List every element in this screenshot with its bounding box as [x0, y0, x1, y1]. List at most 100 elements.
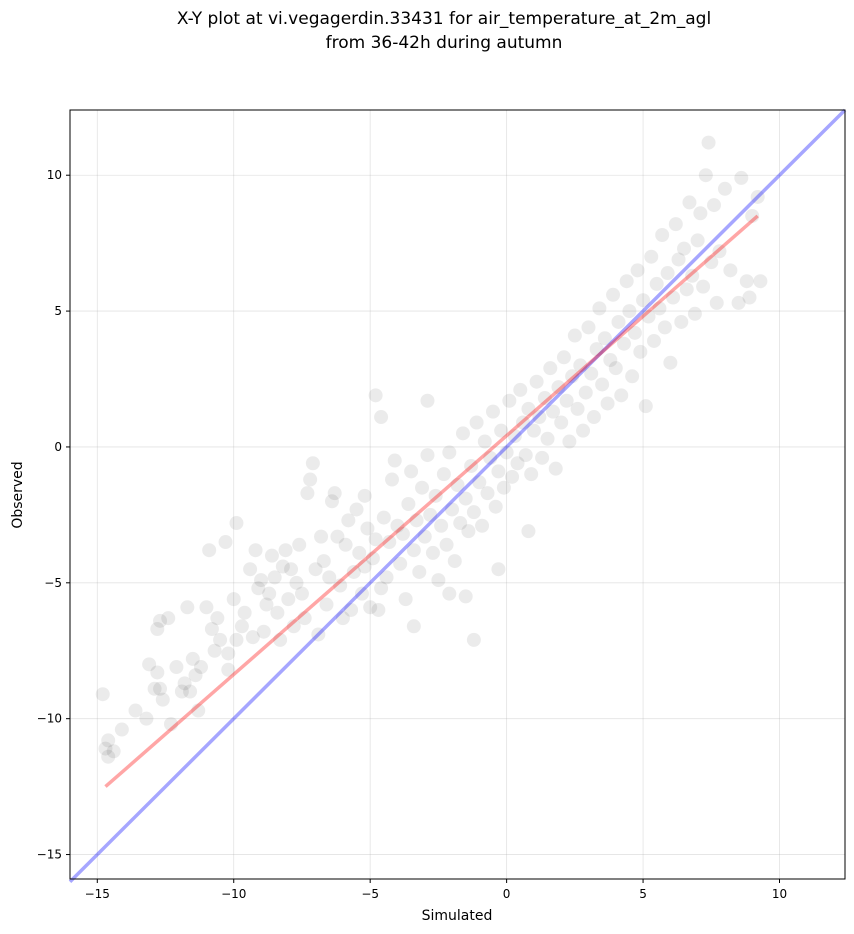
- data-point: [622, 304, 637, 319]
- data-point: [319, 597, 334, 612]
- data-point: [153, 681, 168, 696]
- data-point: [390, 518, 405, 533]
- data-point: [723, 263, 738, 278]
- data-point: [657, 320, 672, 335]
- data-point: [352, 545, 367, 560]
- data-point: [458, 491, 473, 506]
- data-point: [652, 301, 667, 316]
- data-point: [619, 274, 634, 289]
- data-point: [682, 195, 697, 210]
- regression-line: [104, 214, 759, 788]
- x-tick-label: −15: [85, 887, 110, 901]
- data-point: [423, 507, 438, 522]
- data-point: [546, 404, 561, 419]
- data-point: [554, 415, 569, 430]
- data-point: [292, 537, 307, 552]
- data-point: [521, 524, 536, 539]
- data-point: [646, 333, 661, 348]
- data-point: [267, 570, 282, 585]
- data-point: [513, 382, 528, 397]
- data-point: [153, 613, 168, 628]
- x-tick-label: 5: [639, 887, 647, 901]
- data-point: [207, 643, 222, 658]
- data-point: [707, 198, 722, 213]
- data-point: [584, 366, 599, 381]
- x-tick-label: 0: [503, 887, 511, 901]
- data-point: [709, 295, 724, 310]
- x-axis-label: Simulated: [422, 908, 493, 924]
- data-point: [382, 535, 397, 550]
- x-tick-label: −5: [361, 887, 379, 901]
- data-point: [562, 434, 577, 449]
- data-point: [600, 396, 615, 411]
- data-point: [565, 369, 580, 384]
- data-point: [202, 543, 217, 558]
- data-point: [289, 575, 304, 590]
- data-point: [363, 600, 378, 615]
- data-point: [685, 268, 700, 283]
- data-point: [254, 573, 269, 588]
- data-point: [434, 518, 449, 533]
- data-point: [264, 548, 279, 563]
- data-point: [690, 233, 705, 248]
- data-point: [660, 266, 675, 281]
- y-ticks: −15 −10 −5 0 5 10: [37, 168, 70, 862]
- data-point: [428, 488, 443, 503]
- data-point: [638, 399, 653, 414]
- data-point: [150, 665, 165, 680]
- y-tick-label: 0: [54, 440, 62, 454]
- data-point: [655, 227, 670, 242]
- data-point: [742, 290, 757, 305]
- data-point: [581, 320, 596, 335]
- data-point: [674, 314, 689, 329]
- data-point: [608, 361, 623, 376]
- data-point: [393, 556, 408, 571]
- data-point: [439, 537, 454, 552]
- data-point: [234, 619, 249, 634]
- data-point: [251, 581, 266, 596]
- data-point: [259, 597, 274, 612]
- data-point: [693, 206, 708, 221]
- data-point: [185, 651, 200, 666]
- data-point: [395, 526, 410, 541]
- data-point: [745, 208, 760, 223]
- y-tick-label: −5: [44, 576, 62, 590]
- data-point: [603, 352, 618, 367]
- data-point: [627, 325, 642, 340]
- data-point: [559, 393, 574, 408]
- data-point: [445, 502, 460, 517]
- data-point: [442, 445, 457, 460]
- data-point: [548, 461, 563, 476]
- data-point: [243, 562, 258, 577]
- data-point: [524, 467, 539, 482]
- data-point: [518, 448, 533, 463]
- data-point: [510, 456, 525, 471]
- data-point: [142, 657, 157, 672]
- data-point: [417, 529, 432, 544]
- data-point: [717, 181, 732, 196]
- data-point: [475, 518, 490, 533]
- data-point: [294, 586, 309, 601]
- data-point: [436, 467, 451, 482]
- data-point: [447, 554, 462, 569]
- chart-subtitle: from 36-42h during autumn: [326, 33, 563, 53]
- data-point: [281, 592, 296, 607]
- data-point: [330, 529, 345, 544]
- data-point: [297, 611, 312, 626]
- data-point: [354, 586, 369, 601]
- data-point: [477, 434, 492, 449]
- data-point: [262, 586, 277, 601]
- y-tick-label: −10: [37, 712, 62, 726]
- data-point: [507, 429, 522, 444]
- data-point: [101, 749, 116, 764]
- data-point: [663, 355, 678, 370]
- data-point: [308, 562, 323, 577]
- data-point: [150, 622, 165, 637]
- data-point: [614, 388, 629, 403]
- data-point: [537, 391, 552, 406]
- data-point: [687, 306, 702, 321]
- data-point: [630, 263, 645, 278]
- data-point: [385, 472, 400, 487]
- data-point: [431, 573, 446, 588]
